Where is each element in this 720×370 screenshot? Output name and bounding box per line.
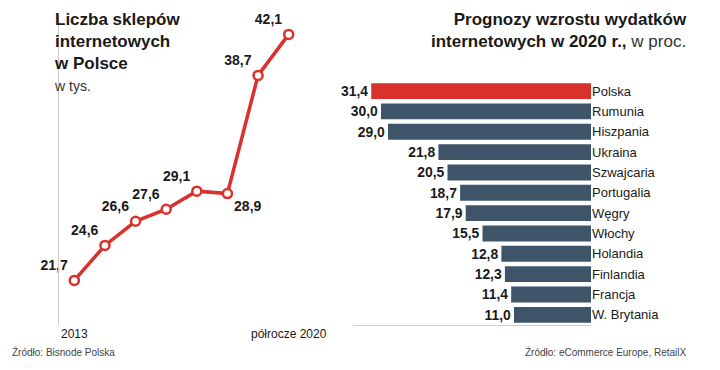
svg-text:Źródło: eCommerce Europe, Reta: Źródło: eCommerce Europe, RetailX [525, 346, 687, 358]
svg-text:29,0: 29,0 [358, 124, 385, 140]
svg-text:17,9: 17,9 [435, 205, 462, 221]
svg-text:12,8: 12,8 [471, 246, 498, 262]
svg-text:21,8: 21,8 [408, 144, 435, 160]
svg-text:18,7: 18,7 [430, 185, 457, 201]
svg-text:Portugalia: Portugalia [592, 185, 651, 200]
svg-text:12,3: 12,3 [475, 266, 502, 282]
svg-text:29,1: 29,1 [163, 168, 190, 184]
svg-text:11,0: 11,0 [485, 307, 512, 323]
svg-text:24,6: 24,6 [71, 222, 98, 238]
svg-text:Szwajcaria: Szwajcaria [592, 165, 656, 180]
svg-text:21,7: 21,7 [40, 257, 67, 273]
svg-text:2013: 2013 [61, 327, 88, 341]
svg-text:26,6: 26,6 [102, 198, 129, 214]
svg-text:11,4: 11,4 [482, 286, 509, 302]
svg-text:Rumunia: Rumunia [592, 104, 645, 119]
svg-text:W. Brytania: W. Brytania [592, 307, 659, 322]
svg-text:30,0: 30,0 [351, 103, 378, 119]
svg-text:20,5: 20,5 [417, 164, 444, 180]
svg-text:Włochy: Włochy [592, 226, 635, 241]
svg-text:Ukraina: Ukraina [592, 145, 638, 160]
svg-text:31,4: 31,4 [341, 83, 368, 99]
svg-text:Węgry: Węgry [592, 206, 630, 221]
svg-text:Hiszpania: Hiszpania [592, 124, 650, 139]
svg-text:Źródło: Bisnode Polska: Źródło: Bisnode Polska [12, 346, 115, 358]
svg-text:27,6: 27,6 [132, 186, 159, 202]
svg-text:Prognozy wzrostu wydatkówinter: Prognozy wzrostu wydatkówinternetowych w… [431, 10, 687, 51]
svg-text:Holandia: Holandia [592, 246, 644, 261]
svg-text:półrocze 2020: półrocze 2020 [251, 327, 327, 341]
svg-text:Polska: Polska [592, 84, 632, 99]
svg-text:15,5: 15,5 [452, 225, 479, 241]
svg-text:28,9: 28,9 [234, 198, 261, 214]
svg-text:Finlandia: Finlandia [592, 267, 646, 282]
svg-text:Francja: Francja [592, 287, 636, 302]
svg-text:Liczba sklepówinternetowychw P: Liczba sklepówinternetowychw Polscew tys… [54, 10, 180, 94]
svg-text:38,7: 38,7 [224, 52, 251, 68]
svg-text:42,1: 42,1 [255, 11, 282, 27]
